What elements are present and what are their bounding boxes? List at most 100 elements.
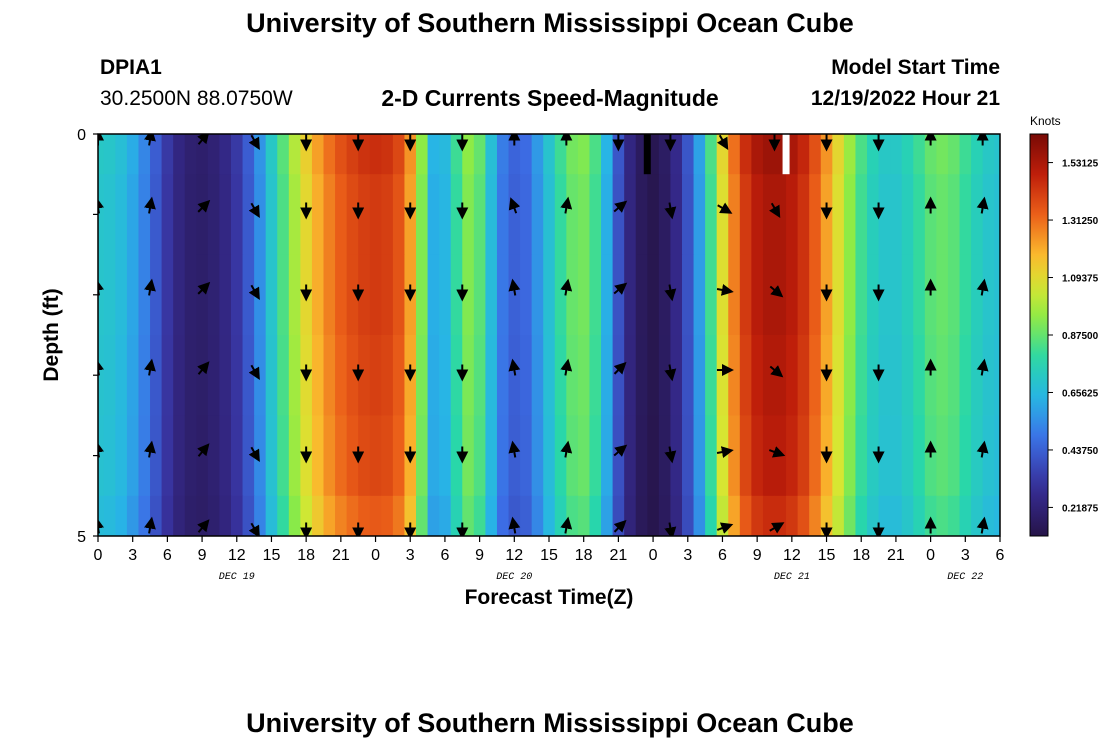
heatmap-cell (126, 415, 140, 497)
heatmap-cell (762, 174, 776, 256)
heatmap-cell (184, 254, 197, 336)
x-tick-label: 0 (371, 547, 380, 564)
heatmap-cell (427, 134, 440, 175)
heatmap-cell (381, 254, 394, 336)
current-vector-arrow (508, 278, 521, 296)
heatmap-cell (739, 415, 752, 497)
heatmap-cell (427, 254, 440, 336)
colorbar-tick-label: 0.65625 (1062, 388, 1099, 399)
heatmap-cell (554, 335, 567, 416)
heatmap-cell (947, 335, 961, 416)
heatmap-cell (635, 174, 648, 256)
heatmap-cell (855, 415, 868, 497)
heatmap-cell (254, 174, 267, 256)
heatmap-cell (416, 254, 429, 336)
heatmap-cell (404, 174, 417, 256)
heatmap-cell (947, 134, 961, 175)
heatmap-cell (624, 254, 637, 336)
heatmap-cell (196, 415, 209, 497)
heatmap-cell (323, 415, 336, 497)
heatmap-cell (346, 495, 359, 536)
heatmap-cell (890, 174, 903, 256)
heatmap-cell (416, 335, 429, 416)
heatmap-cell (98, 254, 105, 336)
heatmap-cell (543, 254, 556, 336)
heatmap-cell (311, 174, 325, 256)
heatmap-cell (254, 134, 267, 175)
heatmap-cell (98, 495, 105, 536)
heatmap-cell (774, 174, 787, 256)
heatmap-cell (774, 415, 787, 497)
heatmap-cell (103, 134, 116, 175)
heatmap-cell (728, 134, 741, 175)
heatmap-cell (728, 415, 741, 497)
heatmap-cell (716, 254, 729, 336)
current-vector-arrow (716, 446, 734, 458)
heatmap-cell (323, 495, 336, 536)
current-vector-arrow (769, 285, 784, 298)
heatmap-cell (323, 134, 336, 175)
heatmap-cell (797, 174, 810, 256)
heatmap-cell (126, 495, 140, 536)
heatmap-cell (762, 335, 776, 416)
missing-data-gap (782, 134, 790, 175)
heatmap-cell (832, 495, 845, 536)
heatmap-cell (635, 495, 648, 536)
heatmap-cell (994, 134, 1000, 175)
heatmap-cell (913, 335, 926, 416)
heatmap-cell (705, 174, 718, 256)
heatmap-cell (520, 335, 533, 416)
heatmap-cell (115, 254, 128, 336)
heatmap-cell (335, 415, 348, 497)
heatmap-cell (601, 134, 614, 175)
heatmap-cell (878, 254, 891, 336)
heatmap-cell (473, 134, 486, 175)
heatmap-cell (959, 174, 972, 256)
current-vector-arrow (144, 196, 156, 214)
heatmap-cell (762, 415, 776, 497)
current-vector-arrow (664, 522, 677, 536)
heatmap-cell (982, 335, 995, 416)
heatmap-cell (196, 254, 209, 336)
heatmap-cell (358, 495, 371, 536)
heatmap-cell (173, 134, 186, 175)
heatmap-cell (254, 254, 267, 336)
heatmap-cell (219, 134, 232, 175)
heatmap-cell (439, 174, 452, 256)
heatmap-cell (462, 134, 475, 175)
heatmap-cell (797, 335, 810, 416)
heatmap-cell (381, 335, 394, 416)
heatmap-cell (392, 254, 406, 336)
heatmap-cell (496, 254, 510, 336)
heatmap-cell (126, 335, 140, 416)
x-tick-label: 6 (163, 547, 172, 564)
x-tick-label: 21 (332, 547, 350, 564)
heatmap-cell (369, 335, 382, 416)
heatmap-cell (230, 134, 244, 175)
heatmap-cells (98, 134, 1000, 536)
current-vector-arrow (560, 278, 573, 296)
heatmap-cell (693, 134, 706, 175)
heatmap-cell (358, 174, 371, 256)
heatmap-cell (566, 134, 579, 175)
heatmap-cell (323, 254, 336, 336)
date-label: DEC 22 (947, 572, 983, 583)
heatmap-cell (416, 415, 429, 497)
heatmap-cell (219, 495, 232, 536)
heatmap-cell (820, 495, 833, 536)
heatmap-cell (751, 254, 764, 336)
heatmap-cell (439, 335, 452, 416)
date-label: DEC 21 (774, 572, 810, 583)
heatmap-cell (890, 254, 903, 336)
heatmap-cell (462, 254, 475, 336)
heatmap-cell (982, 415, 995, 497)
heatmap-cell (161, 335, 174, 416)
heatmap-cell (392, 134, 406, 175)
heatmap-cell (681, 335, 695, 416)
heatmap-cell (994, 254, 1000, 336)
heatmap-cell (843, 495, 857, 536)
heatmap-cell (566, 335, 579, 416)
heatmap-cell (959, 335, 972, 416)
heatmap-cell (138, 134, 151, 175)
